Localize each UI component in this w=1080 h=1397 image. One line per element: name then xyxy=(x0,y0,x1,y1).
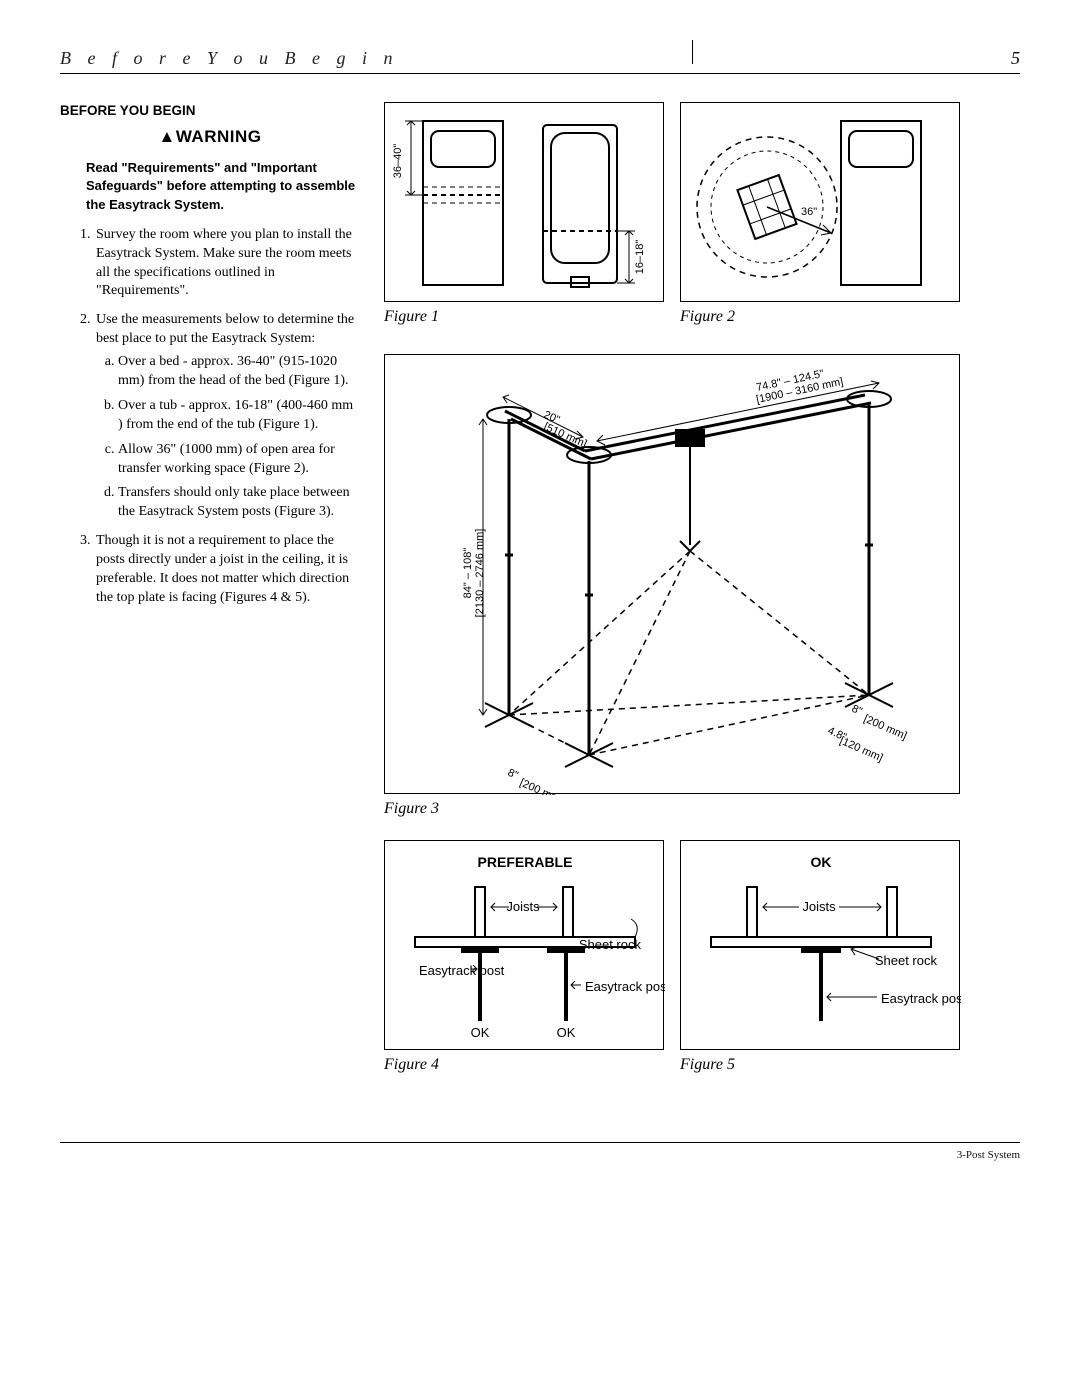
main-content: BEFORE YOU BEGIN ▲WARNING Read "Requirem… xyxy=(60,102,1020,1102)
fig4-post1: Easytrack post xyxy=(419,963,505,978)
figure-4: PREFERABLE Joists xyxy=(384,840,664,1050)
fig3-dim-bl-mm: [200 mm] xyxy=(518,777,565,795)
text-column: BEFORE YOU BEGIN ▲WARNING Read "Requirem… xyxy=(60,102,360,1102)
fig3-dim-br: 8" xyxy=(850,703,864,718)
figure-row-2: PREFERABLE Joists xyxy=(384,840,1020,1096)
figure-1-wrap: 36–40" 16–18" xyxy=(384,102,664,348)
fig5-joists: Joists xyxy=(802,899,836,914)
figure-row-1: 36–40" 16–18" xyxy=(384,102,1020,348)
figure-5-wrap: OK Joists Sheet rock xyxy=(680,840,960,1096)
substep-d: Transfers should only take place between… xyxy=(118,484,360,522)
fig4-joists: Joists xyxy=(506,899,540,914)
figure-4-caption: Figure 4 xyxy=(384,1056,664,1074)
substeps-list: Over a bed - approx. 36-40" (915-1020 mm… xyxy=(118,353,360,522)
fig4-post2: Easytrack post xyxy=(585,979,665,994)
figure-3: 20" [510 mm] 74.8" – 124.5" [1900 – 3160… xyxy=(384,354,960,794)
fig3-dim-bm-mm: [120 mm] xyxy=(838,735,885,765)
fig4-ok1: OK xyxy=(471,1025,490,1040)
step-1: Survey the room where you plan to instal… xyxy=(94,226,360,302)
substep-a: Over a bed - approx. 36-40" (915-1020 mm… xyxy=(118,353,360,391)
page-number: 5 xyxy=(1011,48,1020,69)
fig5-sheetrock: Sheet rock xyxy=(875,953,938,968)
fig1-bed-dim: 36–40" xyxy=(392,144,404,179)
page-footer: 3-Post System xyxy=(60,1142,1020,1161)
fig3-dim-h-mm: [2130 – 2746 mm] xyxy=(474,529,486,618)
figures-column: 36–40" 16–18" xyxy=(384,102,1020,1102)
fig3-dim-h: 84" – 108" xyxy=(462,548,474,599)
figure-3-caption: Figure 3 xyxy=(384,800,1020,818)
step-3: Though it is not a requirement to place … xyxy=(94,532,360,608)
fig4-header: PREFERABLE xyxy=(478,854,573,870)
figure-4-wrap: PREFERABLE Joists xyxy=(384,840,664,1096)
substep-b: Over a tub - approx. 16-18" (400-460 mm … xyxy=(118,397,360,435)
header-title: B e f o r e Y o u B e g i n xyxy=(60,48,680,69)
fig5-header: OK xyxy=(811,854,832,870)
warning-icon: ▲ xyxy=(159,127,176,146)
step-2: Use the measurements below to determine … xyxy=(94,311,360,522)
figure-2-wrap: 36" Figure 2 xyxy=(680,102,960,348)
fig4-ok2: OK xyxy=(557,1025,576,1040)
fig5-post: Easytrack post xyxy=(881,991,961,1006)
substep-c: Allow 36" (1000 mm) of open area for tra… xyxy=(118,441,360,479)
fig3-dim-br-mm: [200 mm] xyxy=(862,713,909,743)
figure-2-caption: Figure 2 xyxy=(680,308,960,326)
figure-1: 36–40" 16–18" xyxy=(384,102,664,302)
steps-list: Survey the room where you plan to instal… xyxy=(94,226,360,608)
warning-intro: Read "Requirements" and "Important Safeg… xyxy=(86,159,360,214)
figure-5: OK Joists Sheet rock xyxy=(680,840,960,1050)
fig4-sheetrock: Sheet rock xyxy=(579,937,642,952)
warning-label: WARNING xyxy=(176,127,262,146)
figure-1-caption: Figure 1 xyxy=(384,308,664,326)
fig3-dim-bl: 8" xyxy=(506,767,520,782)
page-header: B e f o r e Y o u B e g i n 5 xyxy=(60,40,1020,74)
fig1-tub-dim: 16–18" xyxy=(634,240,646,275)
step-2-text: Use the measurements below to determine … xyxy=(96,312,354,346)
figure-5-caption: Figure 5 xyxy=(680,1056,960,1074)
warning-heading: ▲WARNING xyxy=(60,126,360,149)
section-title: BEFORE YOU BEGIN xyxy=(60,102,360,120)
fig2-radius: 36" xyxy=(801,206,817,218)
header-divider xyxy=(692,40,693,64)
figure-2: 36" xyxy=(680,102,960,302)
